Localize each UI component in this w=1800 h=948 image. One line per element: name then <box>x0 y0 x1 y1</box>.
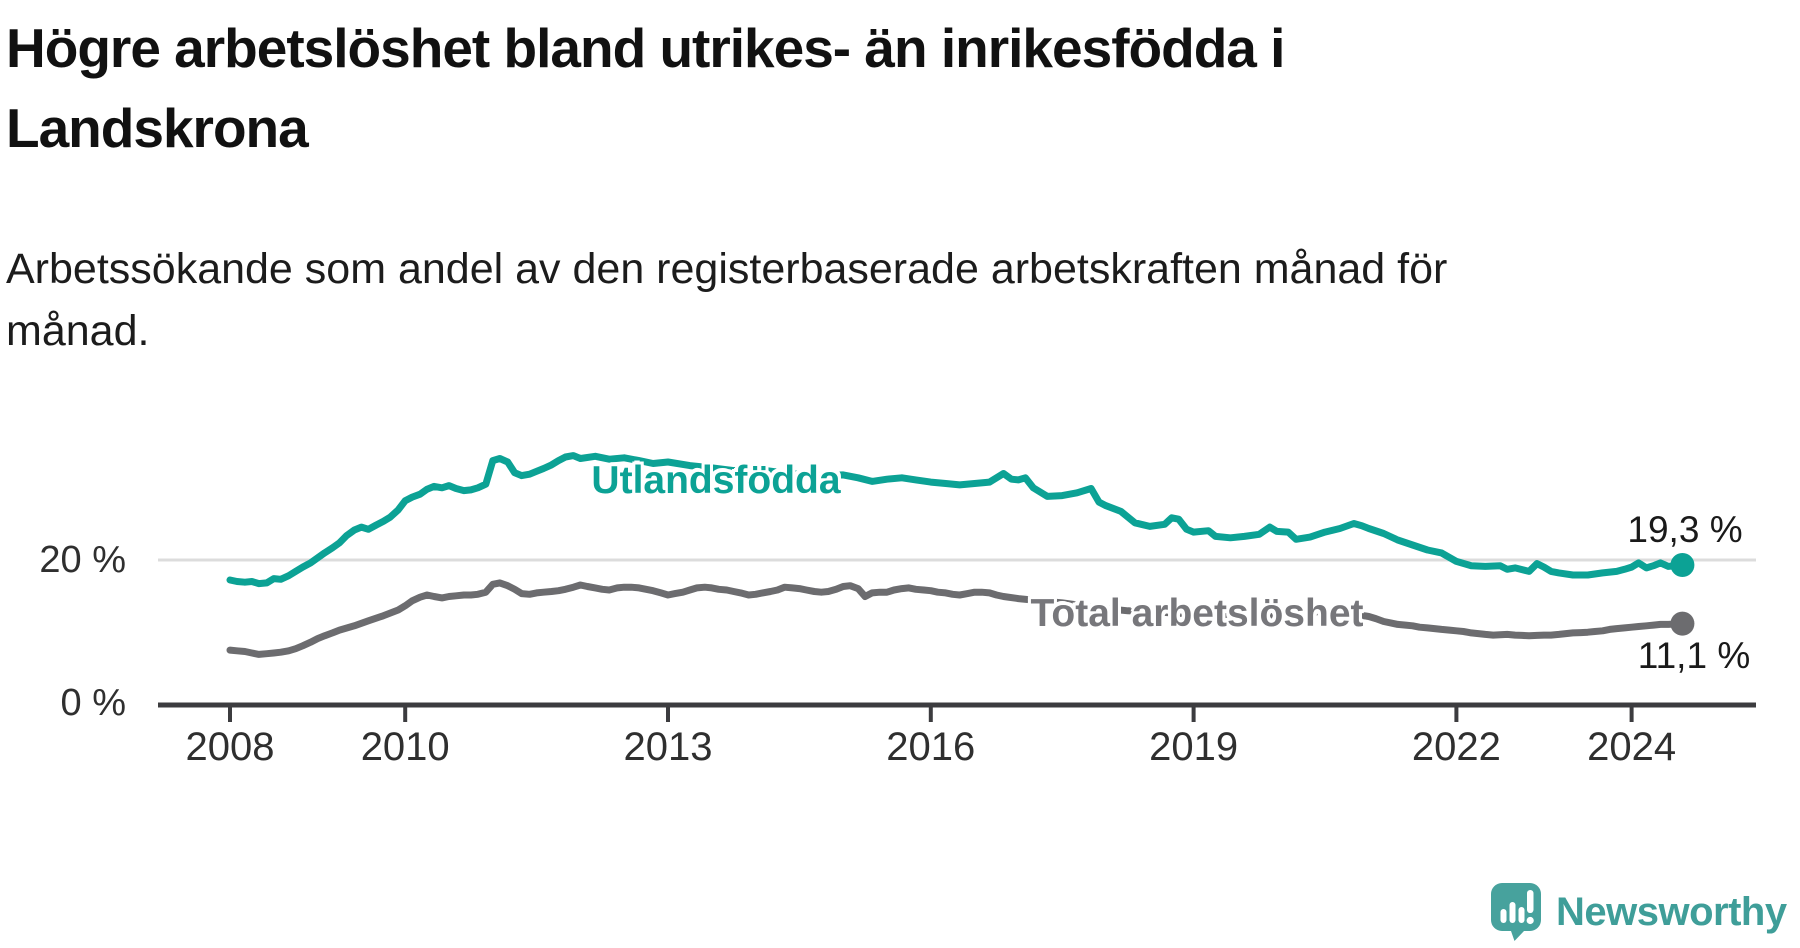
page-title-line-2: Landskrona <box>6 97 309 159</box>
x-axis-tick-label-2010: 2010 <box>360 725 450 769</box>
chart-subtitle: Arbetssökande som andel av den registerb… <box>6 238 1506 362</box>
x-axis-tick-label-2016: 2016 <box>886 725 976 769</box>
y-axis-tick-label-20: 20 % <box>39 539 126 581</box>
chart-subtitle-line-1: Arbetssökande som andel av den registerb… <box>6 245 1448 293</box>
page-title-line-1: Högre arbetslöshet bland utrikes- än inr… <box>6 17 1285 79</box>
newsworthy-logo-text: Newsworthy <box>1556 889 1787 934</box>
x-axis-tick-label-2022: 2022 <box>1411 725 1501 769</box>
chart-subtitle-line-2: månad. <box>6 307 150 355</box>
series-end-dot-1 <box>1670 611 1695 636</box>
series-end-dot-0 <box>1670 553 1695 578</box>
x-axis-tick-label-2019: 2019 <box>1149 725 1239 769</box>
newsworthy-speech-bubble-chart-icon <box>1491 883 1541 941</box>
series-line-0 <box>226 452 1686 588</box>
x-axis-tick-label-2013: 2013 <box>623 725 713 769</box>
page-title: Högre arbetslöshet bland utrikes- än inr… <box>6 8 1566 168</box>
x-axis-tick-label-2008: 2008 <box>185 725 275 769</box>
series-line-1 <box>226 579 1686 658</box>
newsworthy-logo: Newsworthy <box>1490 882 1787 942</box>
x-axis-tick-label-2024: 2024 <box>1587 725 1677 769</box>
series-label-total-arbetsloshet: Total arbetslöshet <box>1030 592 1364 635</box>
y-axis-tick-label-0: 0 % <box>60 682 126 724</box>
series-label-utlandsfodda: Utlandsfödda <box>591 459 841 502</box>
end-value-label-total-arbetsloshet: 11,1 % <box>1637 635 1751 676</box>
end-value-label-utlandsfodda: 19,3 % <box>1627 509 1743 550</box>
